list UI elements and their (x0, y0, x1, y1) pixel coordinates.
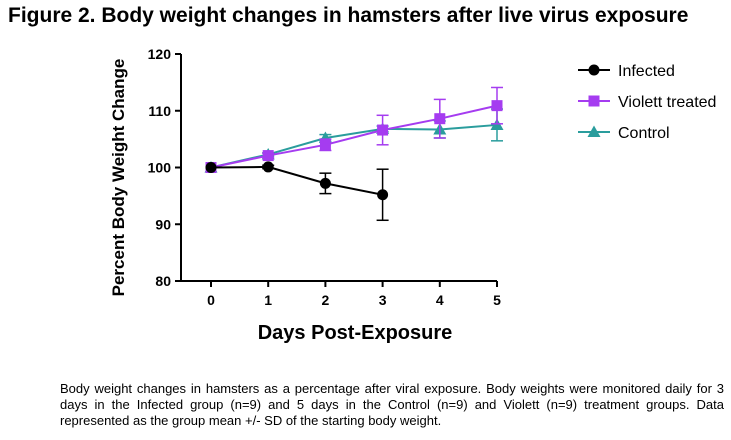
x-tick-label: 0 (207, 292, 215, 308)
x-tick-label: 4 (436, 292, 444, 308)
y-tick-label: 120 (148, 46, 172, 62)
x-tick-label: 3 (379, 292, 387, 308)
y-tick-label: 100 (148, 160, 172, 176)
legend-item: Control (578, 125, 670, 142)
x-tick-label: 1 (264, 292, 272, 308)
data-point (377, 124, 389, 136)
series-violett-treated (205, 86, 503, 173)
series-line (210, 123, 498, 169)
x-axis-title: Days Post-Exposure (258, 322, 453, 344)
series-layer (204, 86, 504, 222)
line-chart: 80 90 100 110 120 0 1 2 3 4 5 Days Post-Exposure Per… (109, 46, 716, 344)
series-control (204, 108, 504, 173)
chart-legend: Infected Violett treated Control (578, 63, 716, 142)
data-point (319, 177, 331, 189)
y-tick-label: 90 (155, 216, 171, 232)
series-line (210, 165, 383, 196)
data-point (262, 150, 274, 162)
y-axis-title: Percent Body Weight Change (109, 59, 128, 297)
figure-title: Figure 2. Body weight changes in hamster… (8, 4, 689, 27)
data-point (491, 100, 503, 112)
data-point (319, 139, 331, 151)
series-line (210, 104, 498, 169)
y-tick-label: 80 (155, 273, 171, 289)
data-point (262, 161, 274, 173)
y-tick-label: 110 (148, 103, 171, 119)
x-tick-label: 5 (493, 292, 501, 308)
legend-marker (588, 64, 600, 76)
chart-axes: 80 90 100 110 120 0 1 2 3 4 5 Days Post-Exposure Per… (109, 46, 501, 344)
data-point (377, 189, 389, 201)
legend-label: Infected (618, 63, 675, 80)
legend-item: Infected (578, 63, 675, 80)
legend-label: Control (618, 125, 670, 142)
x-tick-label: 2 (322, 292, 330, 308)
data-point (434, 113, 446, 125)
data-point (205, 162, 217, 173)
series-infected (205, 161, 389, 222)
figure-caption: Body weight changes in hamsters as a per… (60, 381, 724, 428)
legend-label: Violett treated (618, 94, 716, 111)
legend-marker (588, 95, 600, 107)
legend-marker (587, 125, 601, 137)
legend-item: Violett treated (578, 94, 716, 111)
